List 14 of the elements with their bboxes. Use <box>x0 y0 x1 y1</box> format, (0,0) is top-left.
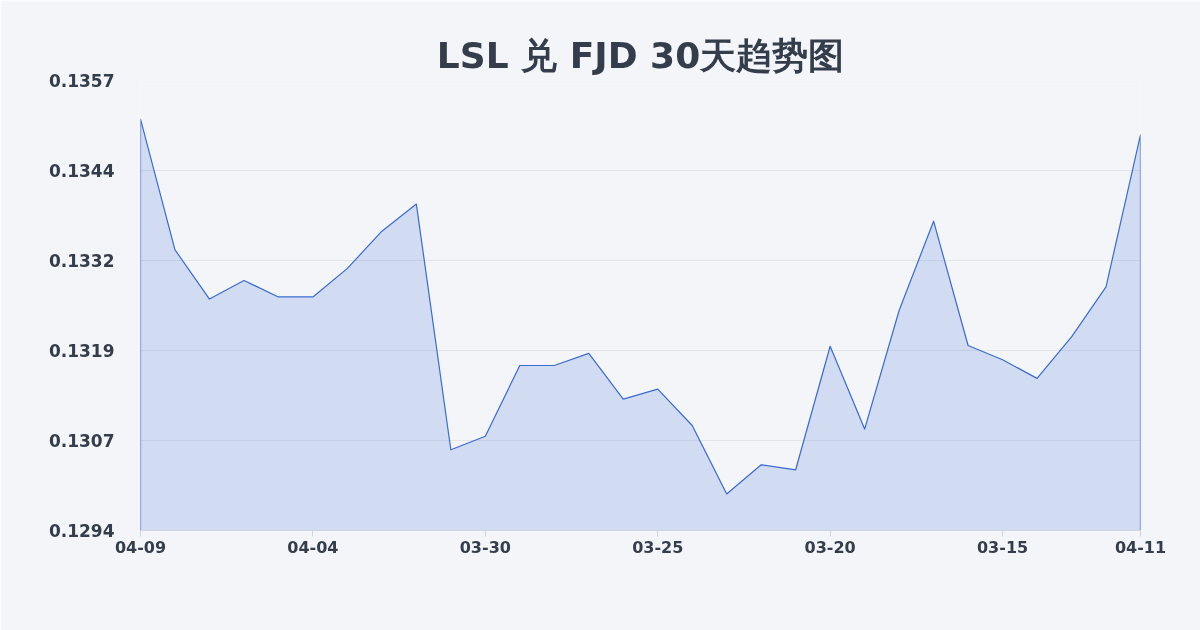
x-tick-label: 04-09 <box>114 537 167 557</box>
y-tick-label: 0.1332 <box>48 251 115 271</box>
x-tick-label: 03-15 <box>976 537 1029 557</box>
y-tick-label: 0.1319 <box>48 341 115 361</box>
x-tick-label: 03-25 <box>632 537 684 557</box>
x-tick-label: 03-20 <box>804 537 856 557</box>
y-tick-label: 0.1307 <box>48 431 115 451</box>
x-tick-label: 04-04 <box>287 537 339 557</box>
chart-title: LSL 兑 FJD 30天趋势图 <box>436 34 845 76</box>
x-tick-label: 03-30 <box>459 537 511 557</box>
y-tick-label: 0.1344 <box>48 161 115 181</box>
y-tick-label: 0.1357 <box>48 71 115 91</box>
y-tick-label: 0.1294 <box>48 521 115 541</box>
x-tick-label: 04-11 <box>1114 537 1167 557</box>
